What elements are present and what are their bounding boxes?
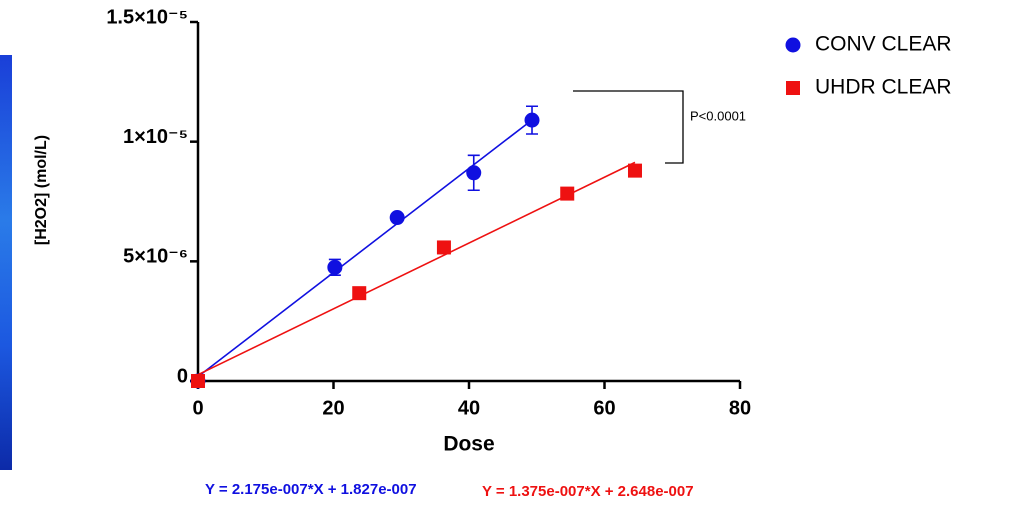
equation: Y = 1.375e-007*X + 2.648e-007: [482, 483, 694, 500]
background-image-strip: [0, 55, 12, 470]
legend-label: CONV CLEAR: [815, 33, 952, 56]
data-point: [466, 165, 482, 181]
x-tick-label: 0: [192, 397, 203, 419]
x-tick-label: 80: [729, 397, 751, 419]
data-point: [191, 374, 205, 388]
y-tick-label: 5×10⁻⁶: [123, 246, 188, 268]
equation: Y = 2.175e-007*X + 1.827e-007: [205, 481, 417, 498]
data-point: [352, 286, 367, 301]
y-tick-label: 0: [177, 365, 188, 387]
legend-marker: [786, 81, 800, 95]
y-tick-label: 1.5×10⁻⁵: [106, 6, 188, 28]
x-tick-label: 40: [458, 397, 480, 419]
data-point: [627, 163, 642, 178]
x-tick-label: 60: [593, 397, 615, 419]
x-axis-title: Dose: [443, 433, 494, 456]
data-point: [560, 186, 575, 201]
data-point: [524, 112, 540, 128]
y-axis-title: [H2O2] (mol/L): [33, 135, 50, 245]
fit-line: [197, 119, 533, 378]
data-point: [436, 240, 451, 255]
legend-marker: [785, 37, 801, 53]
y-tick-label: 1×10⁻⁵: [123, 126, 188, 148]
data-point: [327, 259, 343, 275]
significance-bracket: [573, 90, 684, 164]
data-point: [389, 210, 405, 226]
p-value-annotation: P<0.0001: [690, 108, 746, 123]
legend-label: UHDR CLEAR: [815, 76, 952, 99]
x-tick-label: 20: [322, 397, 344, 419]
